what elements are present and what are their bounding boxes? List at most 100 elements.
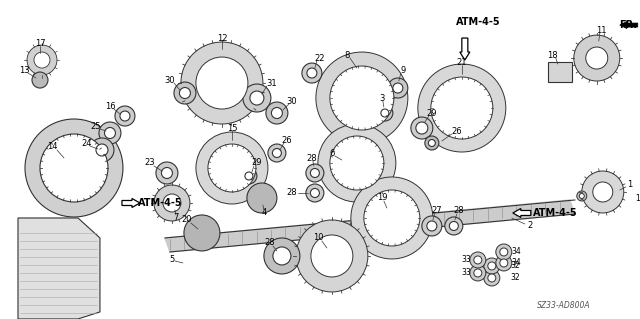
Circle shape [161, 167, 172, 179]
Circle shape [377, 105, 393, 121]
Polygon shape [165, 200, 575, 252]
Text: 30: 30 [164, 76, 175, 85]
Circle shape [449, 221, 458, 230]
Circle shape [32, 72, 48, 88]
Text: 15: 15 [227, 123, 237, 132]
Circle shape [266, 102, 288, 124]
Text: 14: 14 [47, 142, 57, 151]
FancyArrow shape [620, 22, 638, 28]
Circle shape [470, 252, 486, 268]
Text: 24: 24 [82, 138, 92, 147]
Text: 28: 28 [287, 189, 297, 197]
Text: 6: 6 [329, 149, 335, 158]
Text: 26: 26 [452, 127, 462, 136]
Circle shape [593, 182, 612, 202]
Text: 34: 34 [511, 248, 521, 256]
Circle shape [156, 162, 178, 184]
Text: 30: 30 [287, 97, 297, 106]
Circle shape [388, 78, 408, 98]
Circle shape [306, 184, 324, 202]
Text: 33: 33 [461, 256, 470, 264]
Text: 12: 12 [217, 33, 227, 42]
FancyArrow shape [122, 198, 140, 207]
Circle shape [431, 77, 493, 139]
Circle shape [351, 177, 433, 259]
Circle shape [474, 256, 482, 264]
Circle shape [311, 235, 353, 277]
Circle shape [330, 66, 394, 130]
Text: 33: 33 [461, 269, 470, 278]
Text: 23: 23 [145, 159, 156, 167]
Polygon shape [18, 218, 100, 319]
Circle shape [488, 274, 496, 282]
Circle shape [416, 122, 428, 134]
Text: 17: 17 [35, 39, 45, 48]
Text: ATM-4-5: ATM-4-5 [456, 17, 500, 27]
Circle shape [196, 132, 268, 204]
Circle shape [296, 220, 368, 292]
Circle shape [484, 258, 500, 274]
Circle shape [302, 63, 322, 83]
Circle shape [96, 144, 108, 156]
Circle shape [577, 191, 587, 201]
Text: 1: 1 [636, 195, 640, 204]
Circle shape [184, 215, 220, 251]
Text: 5: 5 [170, 256, 175, 264]
Text: 16: 16 [105, 101, 115, 110]
Circle shape [488, 262, 496, 270]
Text: 29: 29 [252, 159, 262, 167]
Text: 25: 25 [91, 122, 101, 130]
Circle shape [381, 109, 389, 117]
Circle shape [393, 83, 403, 93]
Circle shape [268, 144, 286, 162]
Circle shape [307, 68, 317, 78]
Circle shape [411, 117, 433, 139]
Text: 27: 27 [431, 206, 442, 215]
FancyArrow shape [513, 209, 531, 218]
Circle shape [273, 149, 282, 158]
Circle shape [318, 124, 396, 202]
Circle shape [120, 111, 130, 121]
Circle shape [208, 144, 256, 192]
Circle shape [245, 172, 253, 180]
Circle shape [500, 259, 508, 267]
Text: 4: 4 [261, 209, 266, 218]
Circle shape [316, 52, 408, 144]
Text: 13: 13 [19, 65, 29, 75]
Circle shape [427, 221, 437, 231]
Circle shape [586, 47, 608, 69]
Circle shape [34, 52, 50, 68]
Circle shape [90, 138, 114, 162]
Circle shape [500, 248, 508, 256]
Circle shape [104, 128, 115, 138]
Circle shape [496, 244, 512, 260]
Text: FR.: FR. [619, 20, 637, 30]
Text: 21: 21 [456, 57, 467, 67]
Text: 22: 22 [315, 54, 325, 63]
Text: 26: 26 [282, 136, 292, 145]
Circle shape [582, 171, 624, 213]
Circle shape [273, 247, 291, 265]
Circle shape [196, 57, 248, 109]
Circle shape [445, 217, 463, 235]
Circle shape [271, 108, 282, 119]
Text: 3: 3 [379, 93, 385, 102]
Circle shape [163, 194, 181, 212]
Text: 19: 19 [376, 194, 387, 203]
Text: 34: 34 [511, 258, 521, 267]
Text: 28: 28 [307, 153, 317, 162]
Text: 8: 8 [344, 50, 349, 60]
Circle shape [264, 238, 300, 274]
Circle shape [422, 216, 442, 236]
Text: 29: 29 [427, 108, 437, 117]
Circle shape [418, 64, 506, 152]
Text: 18: 18 [547, 50, 558, 60]
Circle shape [428, 139, 435, 146]
Text: ATM-4-5: ATM-4-5 [533, 208, 577, 218]
Circle shape [306, 164, 324, 182]
Text: 32: 32 [510, 273, 520, 282]
Circle shape [154, 185, 190, 221]
Circle shape [310, 189, 319, 197]
Text: 9: 9 [400, 65, 406, 75]
Text: 31: 31 [267, 78, 277, 87]
